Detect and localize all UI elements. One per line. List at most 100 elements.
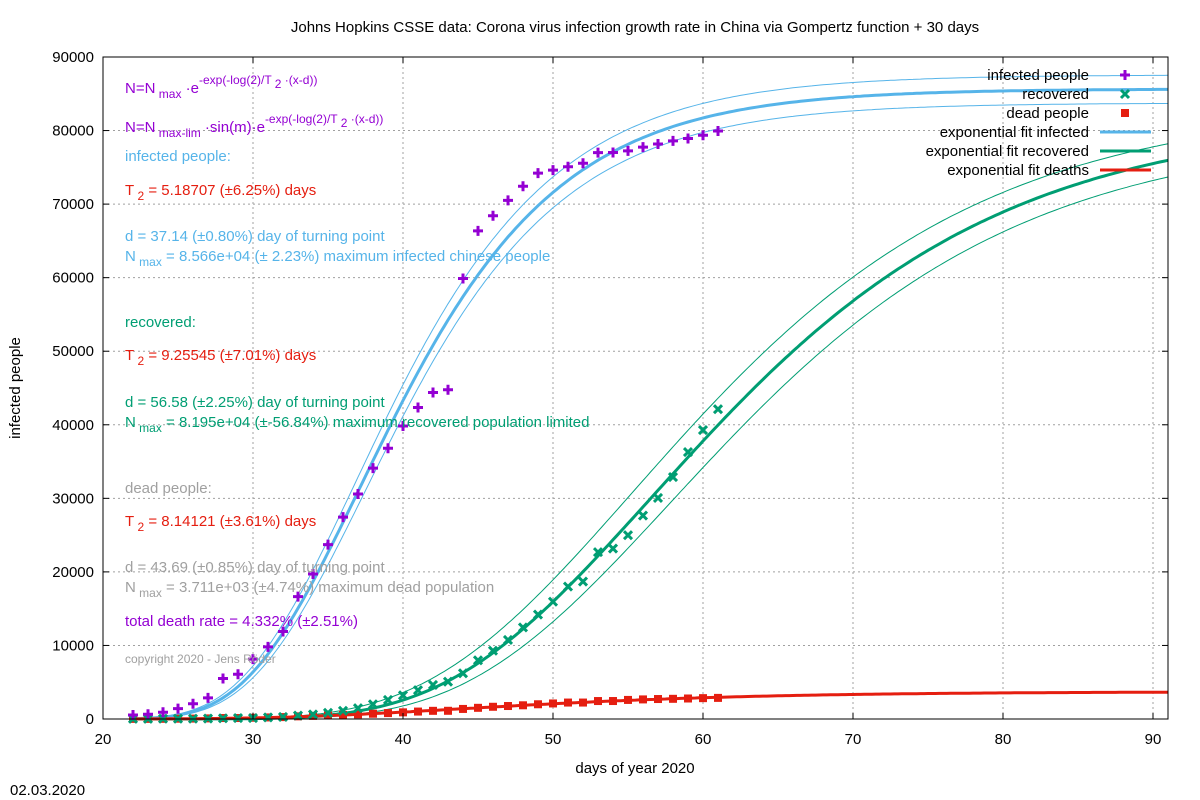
x-axis-label: days of year 2020 <box>575 760 694 777</box>
y-tick-label: 50000 <box>52 343 94 360</box>
data-point-plus <box>398 421 408 432</box>
data-point-square <box>354 710 362 719</box>
data-point-cross <box>547 596 559 607</box>
data-point-square <box>684 694 692 703</box>
data-point-cross <box>262 712 274 723</box>
data-point-cross <box>472 655 484 666</box>
data-point-plus <box>263 641 273 652</box>
y-tick-label: 0 <box>86 711 94 728</box>
data-point-square <box>384 709 392 718</box>
data-point-plus <box>428 387 438 398</box>
data-point-square <box>564 698 572 707</box>
x-tick-label: 70 <box>845 731 862 748</box>
data-point-square <box>519 701 527 710</box>
data-point-plus <box>458 273 468 284</box>
infected-header: infected people: <box>125 148 231 165</box>
data-point-cross <box>442 676 454 687</box>
data-point-plus <box>638 142 648 153</box>
data-point-plus <box>668 135 678 146</box>
data-point-cross <box>532 609 544 620</box>
data-point-plus <box>278 626 288 637</box>
data-point-cross <box>712 404 724 415</box>
data-point-square <box>639 695 647 704</box>
data-point-cross <box>367 699 379 710</box>
data-point-plus <box>578 158 588 169</box>
data-point-square <box>624 695 632 704</box>
data-point-plus <box>473 225 483 236</box>
data-point-cross <box>412 685 424 696</box>
data-point-plus <box>188 698 198 709</box>
infected-doubling-time: T 2 = 5.18707 (±6.25%) days <box>125 182 316 203</box>
data-point-square <box>594 697 602 706</box>
dead-doubling-time: T 2 = 8.14121 (±3.61%) days <box>125 513 316 534</box>
data-point-square <box>444 706 452 715</box>
data-point-square <box>714 693 722 702</box>
y-tick-label: 60000 <box>52 270 94 287</box>
recovered-doubling-time: T 2 = 9.25545 (±7.01%) days <box>125 347 316 368</box>
data-point-plus <box>353 489 363 500</box>
data-point-cross <box>682 446 694 458</box>
data-point-square <box>489 702 497 711</box>
data-point-cross <box>667 471 679 483</box>
data-point-plus <box>218 673 228 684</box>
data-point-cross <box>592 547 604 558</box>
data-point-cross <box>292 710 304 721</box>
data-point-plus <box>548 165 558 176</box>
legend: infected people recovered dead people expon… <box>926 67 1151 179</box>
data-point-plus <box>413 402 423 413</box>
data-point-cross <box>517 622 529 633</box>
data-point-plus <box>533 168 543 179</box>
data-point-plus <box>248 654 258 665</box>
data-points <box>127 126 724 724</box>
y-tick-label: 10000 <box>52 637 94 654</box>
data-point-cross <box>277 711 289 723</box>
x-tick-label: 80 <box>995 731 1012 748</box>
plot-border <box>102 56 1169 720</box>
data-point-plus <box>323 539 333 550</box>
legend-marker <box>1121 109 1129 117</box>
data-point-cross <box>217 713 229 724</box>
data-point-square <box>369 709 377 718</box>
y-tick-label: 90000 <box>52 49 94 66</box>
data-point-plus <box>173 703 183 714</box>
legend-label: exponential fit infected <box>940 124 1089 141</box>
data-point-cross <box>607 543 619 554</box>
data-point-cross <box>322 707 334 718</box>
data-point-square <box>459 704 467 713</box>
data-point-plus <box>623 145 633 156</box>
data-point-cross <box>487 645 499 656</box>
data-point-square <box>504 702 512 711</box>
date-label: 02.03.2020 <box>10 782 85 799</box>
formula-gompertz-limited: N=N max-lim ·sin(m)·e-exp(-log(2)/T 2 ·(… <box>125 112 383 140</box>
y-axis-label: infected people <box>7 337 24 439</box>
data-point-plus <box>443 384 453 395</box>
dead-header: dead people: <box>125 480 212 497</box>
legend-marker <box>1119 88 1131 100</box>
data-point-plus <box>503 195 513 206</box>
x-tick-label: 20 <box>95 731 112 748</box>
recovered-header: recovered: <box>125 314 196 331</box>
data-point-square <box>654 695 662 704</box>
data-point-plus <box>683 133 693 144</box>
legend-label: recovered <box>1022 86 1089 103</box>
data-point-plus <box>368 463 378 474</box>
data-point-square <box>429 706 437 715</box>
legend-marker <box>1120 70 1130 80</box>
data-point-plus <box>383 443 393 454</box>
data-point-square <box>609 697 617 706</box>
data-point-cross <box>307 709 319 720</box>
data-point-plus <box>233 669 243 680</box>
x-tick-label: 30 <box>245 731 262 748</box>
data-point-cross <box>427 679 439 690</box>
x-tick-label: 40 <box>395 731 412 748</box>
fit-curve <box>132 87 1168 721</box>
data-point-cross <box>352 703 364 714</box>
data-point-plus <box>308 568 318 579</box>
legend-label: exponential fit deaths <box>947 162 1089 179</box>
recovered-nmax: N max = 8.195e+04 (±-56.84%) maximum rec… <box>125 414 589 435</box>
data-point-cross <box>337 705 349 716</box>
fit-band-upper <box>132 74 1169 720</box>
data-point-square <box>699 694 707 703</box>
data-point-cross <box>697 425 709 436</box>
